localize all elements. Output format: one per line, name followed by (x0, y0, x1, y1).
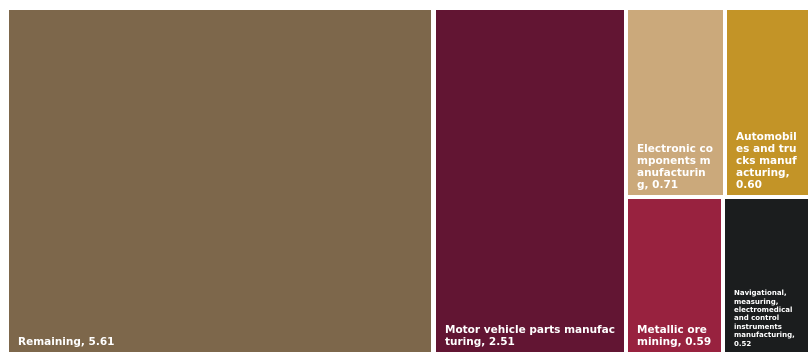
tile-label-remaining: Remaining, 5.61 (18, 335, 115, 348)
tile-label-motor-vehicle-parts: Motor vehicle parts manufacturing, 2.51 (445, 323, 615, 348)
tile-label-metallic-ore-mining: Metallic ore mining, 0.59 (637, 323, 712, 348)
tile-label-automobiles-trucks: Automobiles and trucks manufacturing, 0.… (736, 130, 797, 191)
tile-electronic-components: Electronic components manufacturing, 0.7… (628, 10, 723, 195)
tile-navigational-instruments: Navigational, measuring, electromedical … (725, 199, 808, 352)
tile-label-navigational-instruments: Navigational, measuring, electromedical … (734, 289, 795, 348)
tile-motor-vehicle-parts: Motor vehicle parts manufacturing, 2.51 (436, 10, 624, 352)
tile-metallic-ore-mining: Metallic ore mining, 0.59 (628, 199, 721, 352)
tile-label-electronic-components: Electronic components manufacturing, 0.7… (637, 142, 713, 191)
tile-automobiles-trucks: Automobiles and trucks manufacturing, 0.… (727, 10, 808, 195)
tile-remaining: Remaining, 5.61 (9, 10, 431, 352)
